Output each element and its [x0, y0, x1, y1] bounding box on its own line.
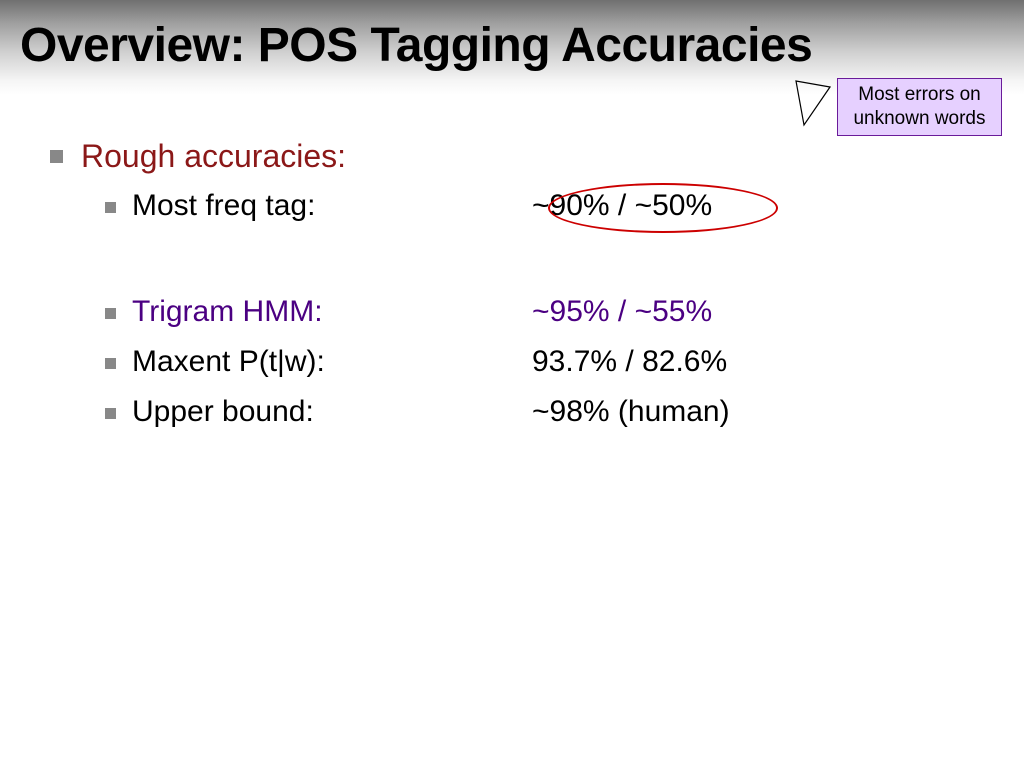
sub-bullet: Maxent P(t|w): 93.7% / 82.6% [105, 345, 970, 379]
slide-title: Overview: POS Tagging Accuracies [20, 18, 812, 73]
sub-bullet-value: ~95% / ~55% [532, 295, 712, 329]
sub-bullet-label: Upper bound: [132, 395, 532, 429]
callout-annotation: Most errors on unknown words [837, 78, 1002, 136]
main-bullet: Rough accuracies: [50, 138, 970, 175]
bullet-marker [105, 358, 116, 369]
bullet-marker [105, 408, 116, 419]
callout-pointer [782, 75, 832, 135]
sub-bullet-label: Most freq tag: [132, 189, 532, 223]
sub-bullet: Most freq tag: ~90% / ~50% [105, 189, 970, 223]
sub-bullet-label: Trigram HMM: [132, 295, 532, 329]
bullet-marker [50, 150, 63, 163]
sub-bullet-label: Maxent P(t|w): [132, 345, 532, 379]
main-bullet-label: Rough accuracies: [81, 138, 346, 175]
sub-bullet-list: Most freq tag: ~90% / ~50% Trigram HMM: … [105, 189, 970, 429]
sub-bullet-value: ~98% (human) [532, 395, 730, 429]
bullet-marker [105, 202, 116, 213]
content-area: Rough accuracies: Most freq tag: ~90% / … [50, 138, 970, 445]
sub-bullet: Upper bound: ~98% (human) [105, 395, 970, 429]
sub-bullet: Trigram HMM: ~95% / ~55% [105, 295, 970, 329]
sub-bullet-value: 93.7% / 82.6% [532, 345, 727, 379]
sub-bullet-value: ~90% / ~50% [532, 189, 712, 223]
bullet-marker [105, 308, 116, 319]
